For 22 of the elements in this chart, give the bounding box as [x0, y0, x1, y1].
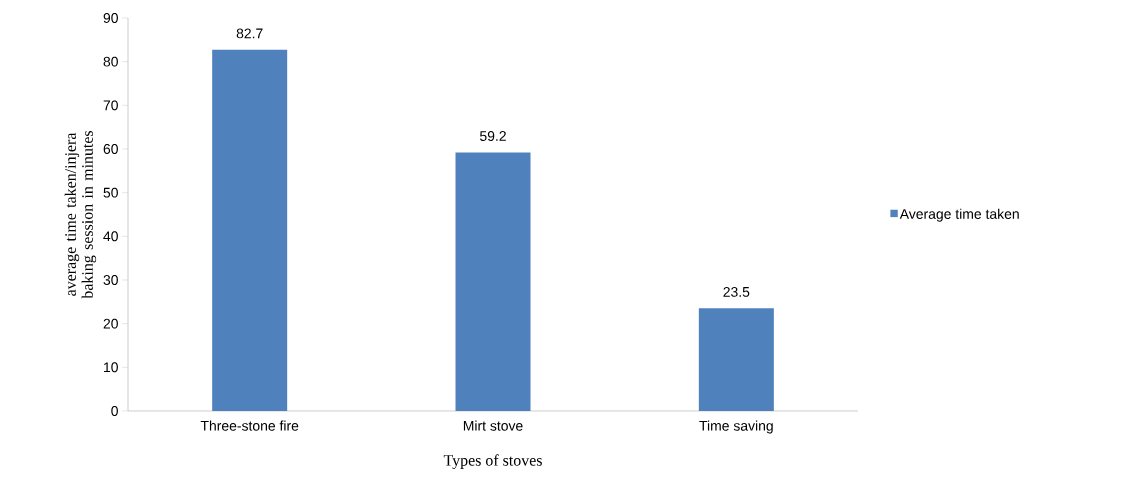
y-tick-label: 70 — [103, 100, 118, 111]
y-tick-label: 60 — [103, 144, 118, 154]
y-tick-label: 30 — [103, 275, 118, 285]
bar — [698, 308, 774, 411]
x-tick-label: Three-stone fire — [200, 420, 299, 431]
y-tick-label: 10 — [104, 362, 118, 373]
bar — [455, 152, 531, 411]
y-tick-label: 20 — [103, 318, 118, 329]
data-label: 23.5 — [723, 286, 750, 297]
y-tick-label: 90 — [103, 13, 118, 23]
bar — [212, 49, 288, 411]
x-axis-title: Types of stoves — [443, 454, 542, 470]
x-tick-label: Mirt stove — [463, 420, 523, 431]
data-label: 82.7 — [236, 28, 263, 39]
legend-label: Average time taken — [899, 208, 1019, 222]
y-tick-label: 80 — [103, 56, 118, 67]
data-label: 59.2 — [480, 131, 506, 141]
y-tick-label: 50 — [103, 187, 118, 198]
y-tick-label: 0 — [111, 406, 118, 416]
x-tick-label: Time saving — [699, 420, 773, 434]
y-axis-title: average time taken/injera baking session in minutes — [64, 130, 97, 299]
y-tick-label: 40 — [103, 231, 118, 242]
